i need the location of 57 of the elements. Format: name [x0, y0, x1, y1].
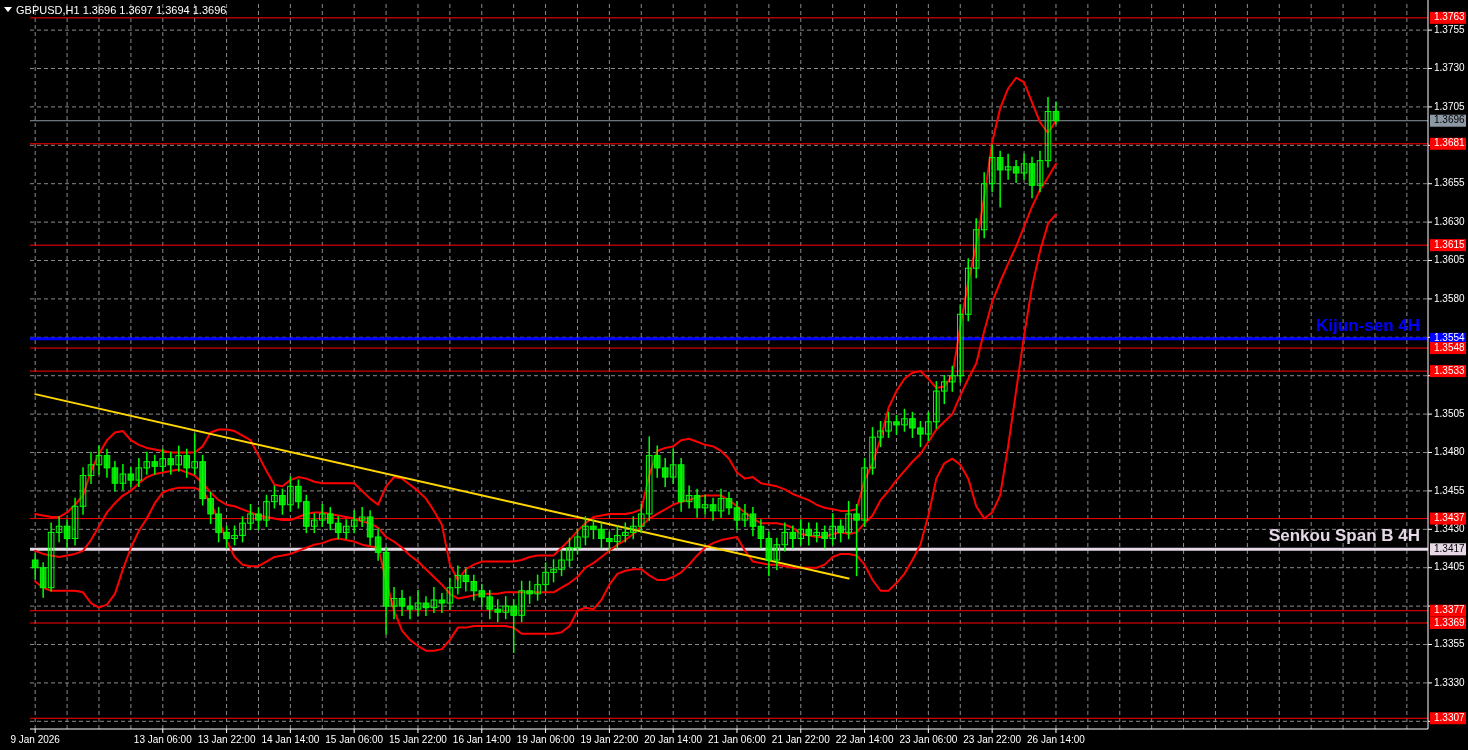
candlestick [87, 451, 95, 484]
ref-line-label: 1.3417 [1434, 542, 1466, 554]
x-tick-label: 21 Jan 22:00 [771, 734, 831, 745]
candlestick [1052, 101, 1060, 125]
ref-line-label: 1.3533 [1434, 364, 1466, 376]
ref-line-label: 1.3681 [1434, 137, 1466, 149]
candlestick [725, 491, 733, 515]
candlestick [398, 590, 406, 617]
ref-line-label: 1.3615 [1434, 238, 1466, 250]
x-tick-label: 19 Jan 06:00 [516, 734, 575, 745]
y-tick-label: 1.3480 [1434, 446, 1466, 458]
x-tick-label: 26 Jan 14:00 [1027, 734, 1086, 745]
y-tick-label: 1.3605 [1434, 254, 1466, 266]
y-tick-label: 1.3430 [1434, 522, 1466, 534]
ref-line-label: 1.3437 [1434, 512, 1466, 524]
y-tick-label: 1.3655 [1434, 177, 1466, 189]
candlestick [717, 488, 725, 518]
x-tick-label: 16 Jan 14:00 [452, 734, 512, 745]
x-tick-label: 15 Jan 06:00 [325, 734, 384, 745]
y-tick-label: 1.3730 [1434, 62, 1466, 74]
y-tick-label: 1.3455 [1434, 484, 1466, 496]
x-tick-label: 21 Jan 06:00 [708, 734, 767, 745]
x-tick-label: 20 Jan 14:00 [644, 734, 703, 745]
ref-line-label: 1.3548 [1434, 341, 1466, 353]
y-tick-label: 1.3330 [1434, 676, 1466, 688]
y-tick-label: 1.3580 [1434, 292, 1466, 304]
x-tick-label: 15 Jan 22:00 [389, 734, 448, 745]
annotation: Kijun-sen 4H [1316, 315, 1420, 335]
y-tick-label: 1.3705 [1434, 100, 1466, 112]
x-tick-label: 14 Jan 14:00 [261, 734, 320, 745]
x-tick-label: 23 Jan 22:00 [963, 734, 1022, 745]
annotation: Senkou Span B 4H [1268, 526, 1420, 546]
candlestick [1036, 150, 1044, 193]
ref-line-label: 1.3554 [1434, 332, 1466, 344]
x-tick-label: 23 Jan 06:00 [899, 734, 958, 745]
y-tick-label: 1.3505 [1434, 407, 1466, 419]
candlestick [79, 467, 87, 515]
x-tick-label: 9 Jan 2026 [10, 734, 61, 745]
chart-title: GBPUSD,H1 1.3696 1.3697 1.3694 1.3696 [16, 4, 227, 16]
ref-line-label: 1.3369 [1434, 616, 1466, 628]
y-tick-label: 1.3755 [1434, 23, 1466, 35]
ref-line-label: 1.3763 [1434, 11, 1466, 23]
x-tick-label: 19 Jan 22:00 [580, 734, 639, 745]
y-tick-label: 1.3405 [1434, 561, 1466, 573]
x-tick-label: 22 Jan 14:00 [835, 734, 894, 745]
ref-line-label: 1.3696 [1434, 114, 1466, 126]
candlestick [95, 445, 103, 475]
candlestick [733, 500, 741, 531]
x-tick-label: 13 Jan 06:00 [133, 734, 193, 745]
ref-line-label: 1.3307 [1434, 711, 1466, 723]
y-tick-label: 1.3630 [1434, 215, 1466, 227]
ref-line-label: 1.3377 [1434, 604, 1466, 616]
candlestick [406, 596, 414, 620]
x-tick-label: 13 Jan 22:00 [197, 734, 256, 745]
candlestick [1044, 96, 1052, 168]
candlestick [414, 590, 422, 617]
y-tick-label: 1.3355 [1434, 638, 1466, 650]
